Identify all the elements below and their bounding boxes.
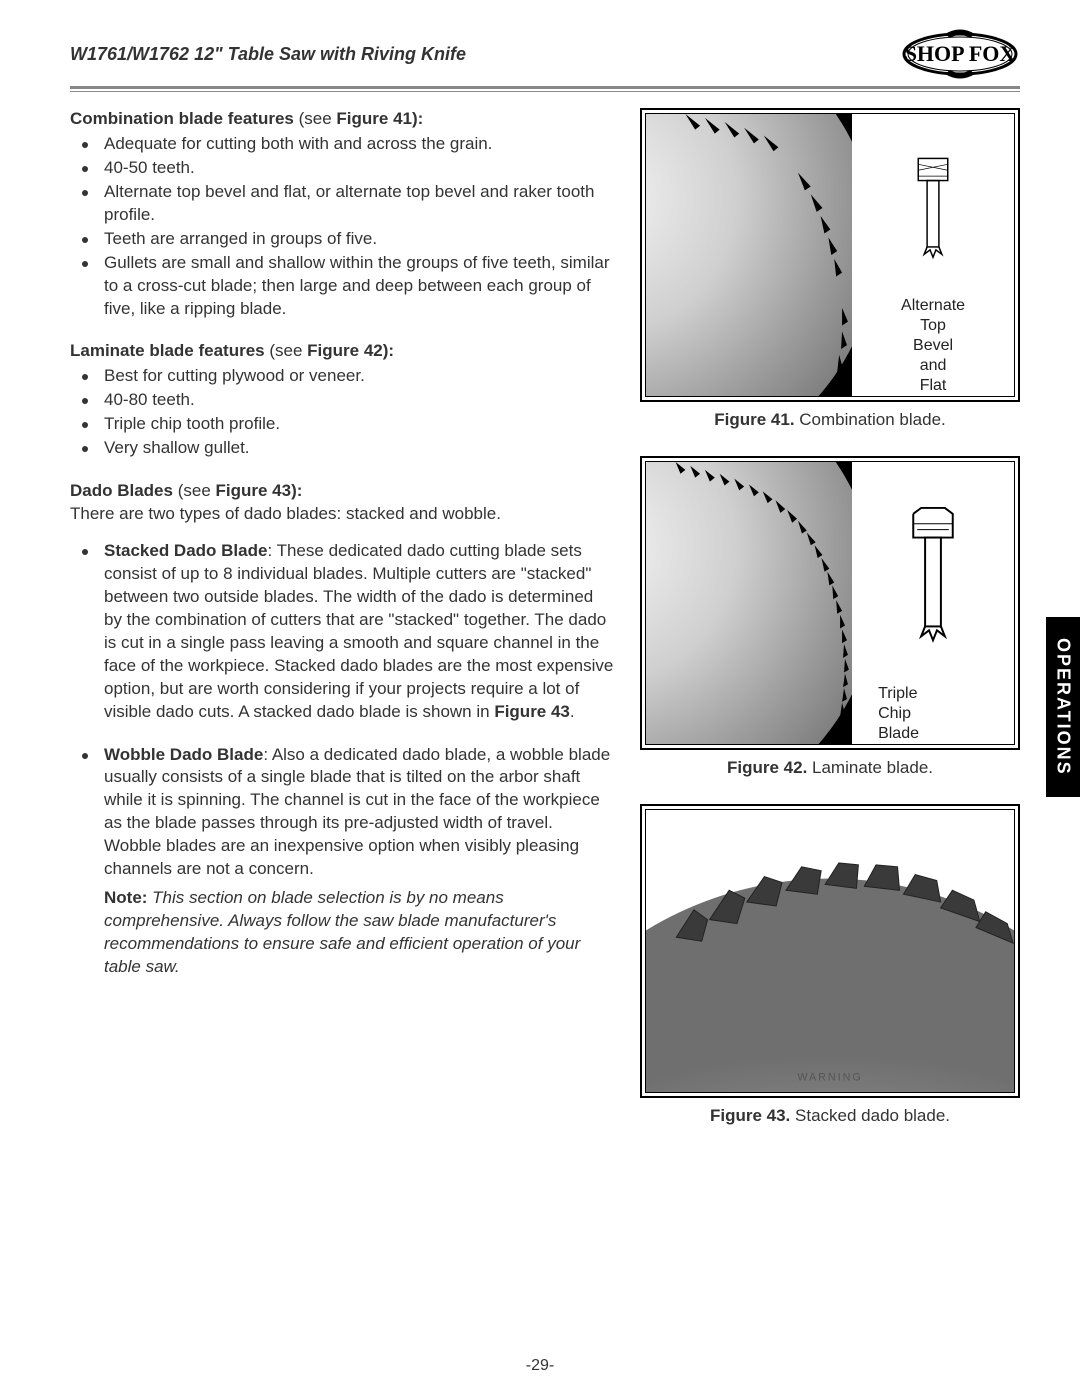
combo-label: Alternate Top Bevel and Flat	[901, 296, 965, 396]
dado-block: Dado Blades (see Figure 43): There are t…	[70, 480, 614, 979]
list-item: Triple chip tooth profile.	[104, 413, 614, 436]
content-columns: Combination blade features (see Figure 4…	[70, 108, 1020, 1152]
list-item: Adequate for cutting both with and acros…	[104, 133, 614, 156]
figure-43-frame: WARNING	[640, 804, 1020, 1098]
figure-42-caption: Figure 42. Laminate blade.	[640, 758, 1020, 778]
laminate-label: Triple Chip Blade	[878, 684, 919, 744]
laminate-block: Laminate blade features (see Figure 42):…	[70, 340, 614, 460]
page-header: W1761/W1762 12" Table Saw with Riving Kn…	[70, 28, 1020, 80]
section-tab-operations: OPERATIONS	[1046, 617, 1080, 797]
list-item: Gullets are small and shallow within the…	[104, 252, 614, 321]
text-column: Combination blade features (see Figure 4…	[70, 108, 614, 1152]
dado-sublist: Stacked Dado Blade: These dedicated dado…	[70, 540, 614, 979]
figure-41: Alternate Top Bevel and Flat Figure 41. …	[640, 108, 1020, 430]
header-rule	[70, 86, 1020, 92]
page-number: -29-	[0, 1357, 1080, 1375]
figure-41-caption: Figure 41. Combination blade.	[640, 410, 1020, 430]
svg-text:WARNING: WARNING	[797, 1071, 862, 1083]
shopfox-logo: SHOP FOX	[900, 28, 1020, 80]
figure-41-frame: Alternate Top Bevel and Flat	[640, 108, 1020, 402]
list-item: 40-80 teeth.	[104, 389, 614, 412]
manual-title: W1761/W1762 12" Table Saw with Riving Kn…	[70, 44, 466, 65]
list-item: Very shallow gullet.	[104, 437, 614, 460]
figure-43-caption: Figure 43. Stacked dado blade.	[640, 1106, 1020, 1126]
laminate-blade-image	[646, 462, 852, 744]
combo-block: Combination blade features (see Figure 4…	[70, 108, 614, 320]
combo-list: Adequate for cutting both with and acros…	[70, 133, 614, 321]
laminate-label-panel: Triple Chip Blade	[852, 462, 1014, 744]
laminate-list: Best for cutting plywood or veneer. 40-8…	[70, 365, 614, 460]
stacked-item: Stacked Dado Blade: These dedicated dado…	[104, 540, 614, 724]
figure-42: Triple Chip Blade Figure 42. Laminate bl…	[640, 456, 1020, 778]
combo-lead: Combination blade features (see Figure 4…	[70, 108, 614, 131]
svg-text:SHOP FOX: SHOP FOX	[905, 41, 1016, 66]
triple-chip-profile-icon	[893, 502, 973, 660]
list-item: Teeth are arranged in groups of five.	[104, 228, 614, 251]
stacked-dado-image: WARNING	[646, 810, 1014, 1092]
list-item: Best for cutting plywood or veneer.	[104, 365, 614, 388]
combo-label-panel: Alternate Top Bevel and Flat	[852, 114, 1014, 396]
list-item: 40-50 teeth.	[104, 157, 614, 180]
laminate-lead: Laminate blade features (see Figure 42):	[70, 340, 614, 363]
figure-column: Alternate Top Bevel and Flat Figure 41. …	[640, 108, 1020, 1152]
section-tab-label: OPERATIONS	[1053, 638, 1074, 776]
dado-note: Note: This section on blade selection is…	[104, 887, 614, 979]
list-item: Alternate top bevel and flat, or alterna…	[104, 181, 614, 227]
figure-43: WARNING Figure 43. Stacked dado blade.	[640, 804, 1020, 1126]
wobble-item: Wobble Dado Blade: Also a dedicated dado…	[104, 744, 614, 979]
combo-blade-image	[646, 114, 852, 396]
figure-42-frame: Triple Chip Blade	[640, 456, 1020, 750]
atb-flat-profile-icon	[893, 154, 973, 272]
dado-lead: Dado Blades (see Figure 43):	[70, 480, 614, 503]
dado-intro: There are two types of dado blades: stac…	[70, 503, 614, 526]
